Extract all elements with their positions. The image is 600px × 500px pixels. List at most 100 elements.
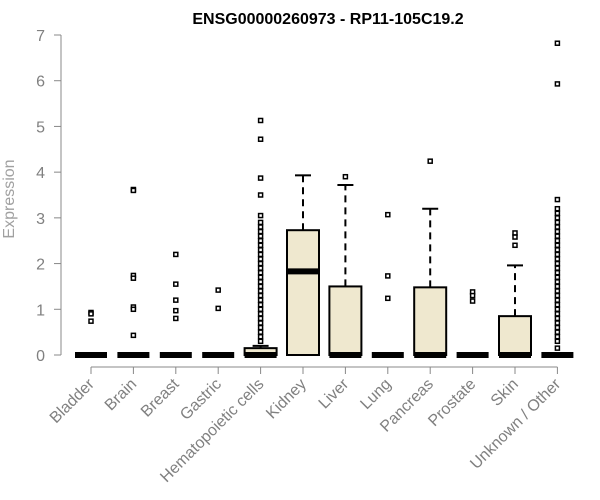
outlier-point xyxy=(554,265,561,271)
y-tick-label: 2 xyxy=(36,257,45,274)
chart-title: ENSG00000260973 - RP11-105C19.2 xyxy=(192,11,463,28)
outlier-point xyxy=(257,297,264,303)
outlier-point xyxy=(173,307,179,314)
outlier-point xyxy=(554,283,561,290)
outlier-point xyxy=(385,211,391,218)
outlier-point xyxy=(554,242,561,249)
outlier-point xyxy=(257,274,264,281)
outlier-point xyxy=(512,242,518,249)
outlier-point xyxy=(554,306,561,313)
outlier-point xyxy=(257,228,264,235)
box-10 xyxy=(498,315,532,356)
outlier-point xyxy=(257,192,264,198)
x-tick-label: Liver xyxy=(316,375,353,412)
outlier-point xyxy=(257,301,264,308)
y-tick-label: 1 xyxy=(36,302,45,319)
outlier-point xyxy=(554,196,561,203)
outlier-point xyxy=(257,315,264,322)
box-5 xyxy=(286,229,320,356)
outlier-point xyxy=(173,251,179,258)
outlier-point xyxy=(257,117,264,124)
outlier-point xyxy=(554,338,561,345)
outlier-point xyxy=(88,311,94,317)
outlier-point xyxy=(554,269,561,276)
outlier-point xyxy=(554,40,561,46)
outlier-point xyxy=(257,256,264,262)
outlier-point xyxy=(215,287,221,293)
outlier-point xyxy=(554,288,561,294)
outlier-point xyxy=(554,205,561,212)
outlier-point xyxy=(257,333,264,340)
outlier-point xyxy=(130,275,137,281)
x-tick-label: Brain xyxy=(102,376,140,414)
y-tick-label: 6 xyxy=(36,74,45,91)
outlier-point xyxy=(257,306,264,313)
outlier-point xyxy=(554,345,561,351)
outlier-point xyxy=(257,237,264,244)
y-tick-label: 0 xyxy=(36,348,45,365)
outlier-point xyxy=(554,329,561,335)
outlier-point xyxy=(257,251,264,258)
outlier-point xyxy=(554,333,561,340)
y-axis-label: Expression xyxy=(1,159,18,238)
outlier-point xyxy=(554,274,561,281)
outlier-point xyxy=(257,279,264,285)
outlier-point xyxy=(554,279,561,285)
outlier-point xyxy=(554,81,561,87)
x-tick-label: Breast xyxy=(138,375,183,420)
outlier-point xyxy=(257,219,264,226)
x-tick-label: Skin xyxy=(488,376,522,410)
outlier-point xyxy=(554,210,561,217)
outlier-point xyxy=(257,288,264,294)
outlier-point xyxy=(469,298,476,304)
outlier-point xyxy=(130,306,137,313)
x-tick-label: Lung xyxy=(357,376,394,413)
outlier-point xyxy=(173,315,179,322)
outlier-point xyxy=(554,324,561,331)
outlier-point xyxy=(385,295,391,302)
outlier-point xyxy=(130,187,137,194)
outlier-point xyxy=(554,301,561,308)
outlier-point xyxy=(554,292,561,299)
y-tick-label: 5 xyxy=(36,119,45,136)
outlier-point xyxy=(257,320,264,326)
outlier-point xyxy=(554,297,561,303)
outlier-point xyxy=(427,158,433,164)
outlier-point xyxy=(173,281,179,287)
y-tick-label: 3 xyxy=(36,211,45,228)
outlier-point xyxy=(173,297,179,303)
outlier-point xyxy=(257,265,264,271)
outlier-point xyxy=(554,215,561,221)
y-tick-label: 4 xyxy=(36,165,45,182)
box-8 xyxy=(413,286,448,357)
x-tick-label: Bladder xyxy=(47,375,98,426)
outlier-point xyxy=(130,332,137,339)
box-6 xyxy=(328,285,363,356)
outlier-point xyxy=(257,269,264,276)
outlier-point xyxy=(257,324,264,331)
outlier-point xyxy=(469,292,476,299)
y-tick-label: 7 xyxy=(36,28,45,45)
outlier-point xyxy=(257,311,264,317)
outlier-point xyxy=(88,318,94,324)
x-tick-label: Prostate xyxy=(425,376,479,430)
outlier-point xyxy=(257,136,264,142)
outlier-point xyxy=(385,273,391,279)
outlier-point xyxy=(257,175,264,181)
outlier-point xyxy=(554,311,561,317)
outlier-point xyxy=(257,260,264,267)
outlier-point xyxy=(257,292,264,299)
outlier-point xyxy=(554,237,561,244)
outlier-point xyxy=(257,338,264,345)
outlier-point xyxy=(342,173,349,180)
outlier-point xyxy=(257,247,264,253)
outlier-point xyxy=(554,224,561,230)
outlier-point xyxy=(512,234,518,240)
outlier-point xyxy=(257,233,264,239)
outlier-point xyxy=(257,283,264,290)
outlier-point xyxy=(257,242,264,249)
outlier-point xyxy=(215,305,221,312)
